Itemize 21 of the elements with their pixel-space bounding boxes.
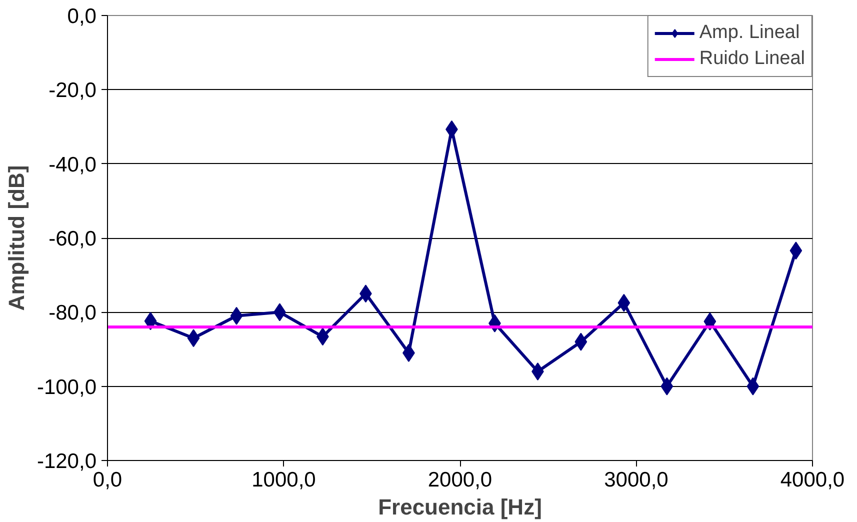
legend-label: Ruido Lineal [699,48,805,70]
x-tick-label: 3000,0 [604,468,668,492]
point [618,294,630,312]
point [187,329,200,348]
point [660,377,674,396]
y-tick-label: -20,0 [48,79,97,102]
y-tick-label: -60,0 [48,228,97,250]
x-tick-label: 4000,0 [780,468,845,492]
y-tick-label: -80,0 [48,302,97,325]
x-tick-label: 1000,0 [252,468,316,492]
point [574,332,588,351]
point [746,377,760,396]
x-tick-label: 2000,0 [428,468,492,492]
point [230,306,243,325]
x-axis-title: Frecuencia [Hz] [378,494,542,520]
y-axis-title: Amplitud [dB] [4,165,29,311]
y-tick-label: 0,0 [67,5,97,28]
y-tick-label: -100,0 [36,376,96,399]
legend-label: Amp. Lineal [699,22,800,44]
point [790,242,802,260]
y-tick-label: -40,0 [48,153,97,176]
